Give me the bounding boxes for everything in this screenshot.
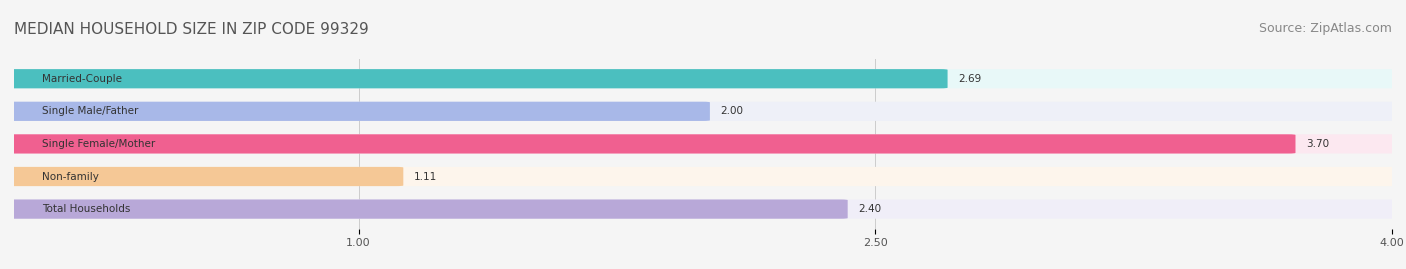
- Text: Single Female/Mother: Single Female/Mother: [42, 139, 155, 149]
- FancyBboxPatch shape: [7, 102, 1399, 121]
- Text: MEDIAN HOUSEHOLD SIZE IN ZIP CODE 99329: MEDIAN HOUSEHOLD SIZE IN ZIP CODE 99329: [14, 22, 368, 37]
- FancyBboxPatch shape: [7, 134, 1295, 154]
- Text: Single Male/Father: Single Male/Father: [42, 106, 138, 116]
- Text: 3.70: 3.70: [1306, 139, 1329, 149]
- Text: Married-Couple: Married-Couple: [42, 74, 121, 84]
- Text: 1.11: 1.11: [413, 172, 437, 182]
- FancyBboxPatch shape: [7, 69, 1399, 88]
- Text: Total Households: Total Households: [42, 204, 129, 214]
- Text: Source: ZipAtlas.com: Source: ZipAtlas.com: [1258, 22, 1392, 34]
- FancyBboxPatch shape: [7, 200, 1399, 219]
- Text: 2.00: 2.00: [720, 106, 744, 116]
- FancyBboxPatch shape: [7, 200, 848, 219]
- FancyBboxPatch shape: [7, 134, 1399, 154]
- Text: 2.69: 2.69: [957, 74, 981, 84]
- FancyBboxPatch shape: [7, 167, 1399, 186]
- Text: Non-family: Non-family: [42, 172, 98, 182]
- FancyBboxPatch shape: [7, 167, 404, 186]
- FancyBboxPatch shape: [7, 69, 948, 88]
- Text: 2.40: 2.40: [858, 204, 882, 214]
- FancyBboxPatch shape: [7, 102, 710, 121]
